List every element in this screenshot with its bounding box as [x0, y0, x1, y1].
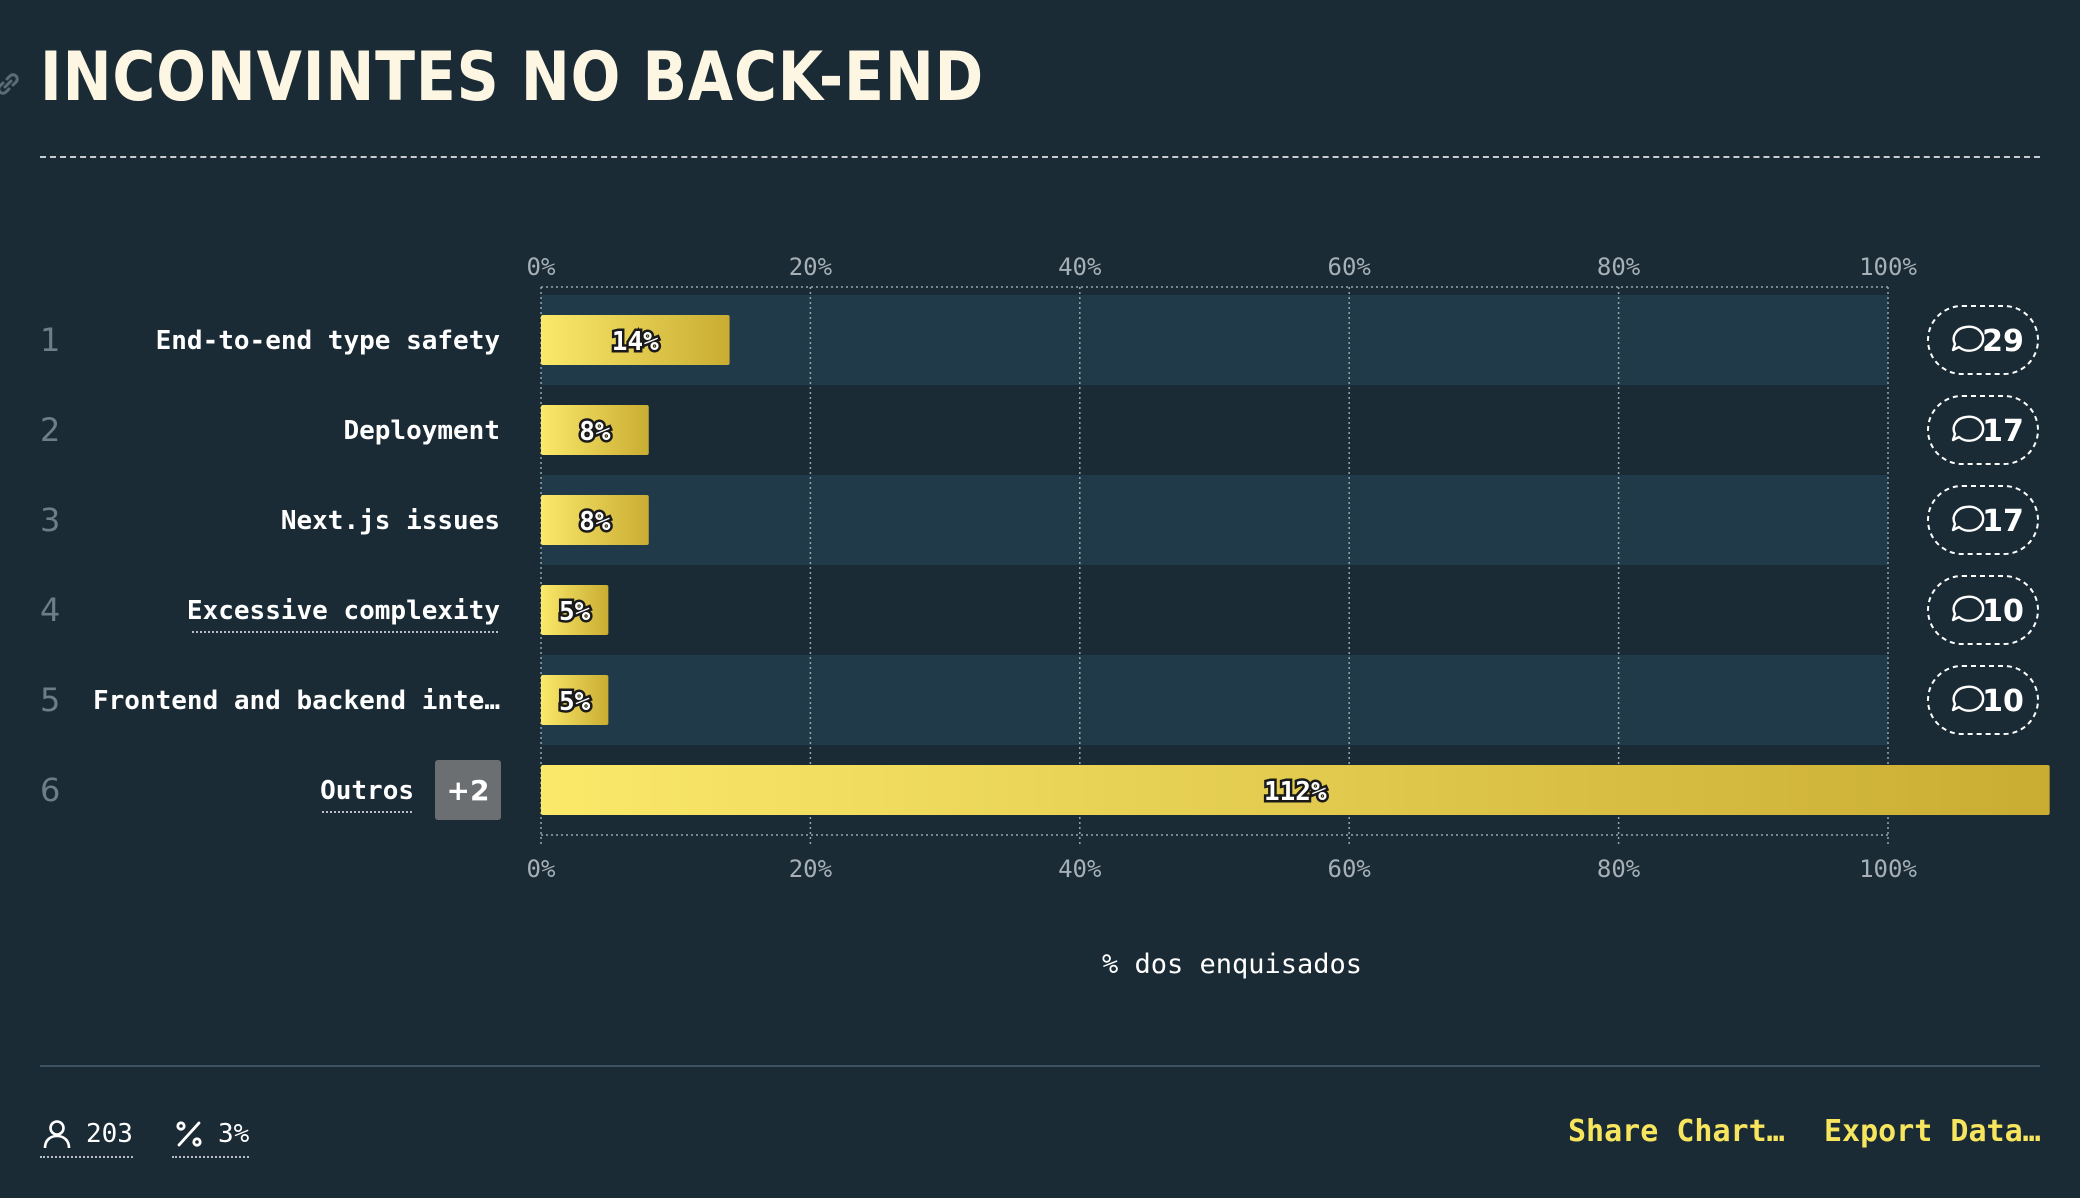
comment-icon-shape	[1951, 685, 1985, 712]
x-tick-label-top: 20%	[789, 253, 833, 281]
x-tick-label-top: 80%	[1597, 253, 1641, 281]
bar-value-label: 5%	[559, 597, 591, 627]
x-tick-label-top: 0%	[527, 253, 556, 281]
bar-value-label: 8%	[579, 507, 611, 537]
category-label[interactable]: Outros	[320, 776, 414, 806]
row-rank: 2	[40, 411, 60, 449]
comment-icon	[1951, 325, 1985, 352]
chart-gridlines	[540, 286, 1889, 845]
bar-chart: 0% 0% 20% 20% 40% 40% 60% 60% 80% 80% 100% 100% 1 En…	[40, 253, 2050, 980]
share-chart-button[interactable]: Share Chart…	[1568, 1114, 1785, 1149]
comment-count: 10	[1982, 594, 2024, 629]
export-data-button[interactable]: Export Data…	[1824, 1114, 2041, 1149]
comments-pill-outline	[1927, 395, 2039, 465]
x-tick-label-top: 40%	[1058, 253, 1102, 281]
axis-ticks: 0% 0% 20% 20% 40% 40% 60% 60% 80% 80% 100% 100%	[527, 253, 1918, 883]
bar[interactable]	[541, 675, 609, 725]
comments-pill-outline	[1927, 305, 2039, 375]
row-band	[541, 295, 1888, 385]
chart-title: INCONVINTES NO BACK-END	[40, 38, 985, 117]
others-expand-button[interactable]	[435, 760, 501, 820]
row-band	[541, 655, 1888, 745]
row-bands	[541, 295, 1888, 745]
bar-value-label: 14%	[612, 327, 659, 357]
x-tick-label-bottom: 100%	[1859, 855, 1917, 883]
comments-button[interactable]: 10	[1927, 575, 2039, 645]
bar-value-label: 8%	[579, 417, 611, 447]
category-label: Deployment	[343, 416, 500, 446]
x-tick-label-bottom: 0%	[527, 855, 556, 883]
bar[interactable]	[541, 585, 609, 635]
percent-icon	[176, 1121, 202, 1147]
row-band	[541, 475, 1888, 565]
bar[interactable]	[541, 405, 649, 455]
row-band	[541, 565, 1888, 655]
comments-button[interactable]: 17	[1927, 485, 2039, 555]
comment-icon-shape	[1951, 415, 1985, 442]
x-tick-label-bottom: 60%	[1328, 855, 1372, 883]
category-label: Frontend and backend inte…	[93, 686, 500, 716]
row-rank: 4	[40, 591, 60, 629]
x-tick-label-top: 60%	[1328, 253, 1372, 281]
comments-button[interactable]: 29	[1927, 305, 2039, 375]
footer-divider	[40, 1065, 2040, 1067]
category-label[interactable]: Excessive complexity	[187, 596, 500, 626]
chart-row: 5 Frontend and backend inte… 5% 10	[40, 665, 2039, 735]
x-tick-label-top: 100%	[1859, 253, 1917, 281]
chart-row: 2 Deployment 8% 17	[40, 395, 2039, 465]
row-rank: 5	[40, 681, 60, 719]
comments-pill-outline	[1927, 575, 2039, 645]
comment-icon-shape	[1951, 505, 1985, 532]
row-rank: 1	[40, 321, 60, 359]
bar[interactable]	[541, 495, 649, 545]
comment-count: 29	[1982, 324, 2024, 359]
comments-button[interactable]: 17	[1927, 395, 2039, 465]
comment-count: 17	[1982, 504, 2024, 539]
category-label: Next.js issues	[281, 506, 500, 536]
x-tick-label-bottom: 20%	[789, 855, 833, 883]
comment-icon-shape	[1951, 325, 1985, 352]
comment-icon	[1951, 505, 1985, 532]
x-tick-label-bottom: 40%	[1058, 855, 1102, 883]
percent-value: 3%	[218, 1119, 250, 1149]
x-tick-label-bottom: 80%	[1597, 855, 1641, 883]
row-rank: 6	[40, 771, 60, 809]
row-band	[541, 385, 1888, 475]
bar[interactable]	[541, 315, 730, 365]
comments-button[interactable]: 10	[1927, 665, 2039, 735]
comments-pill-outline	[1927, 665, 2039, 735]
percent-stat[interactable]: 3%	[172, 1112, 250, 1158]
chart-rows: 1 End-to-end type safety 14% 29 2 Deployment 8…	[40, 305, 2050, 820]
category-label: End-to-end type safety	[156, 326, 500, 356]
chart-row: 3 Next.js issues 8% 17	[40, 485, 2039, 555]
chart-row: 4 Excessive complexity 5% 10	[40, 575, 2039, 645]
comment-icon	[1951, 415, 1985, 442]
comment-count: 17	[1982, 414, 2024, 449]
chart-row: 6 Outros +2 112%	[40, 760, 2050, 820]
others-badge-label[interactable]: +2	[447, 774, 490, 807]
bar-value-label: 112%	[1264, 777, 1327, 807]
bar-value-label: 5%	[559, 687, 591, 717]
comment-icon	[1951, 685, 1985, 712]
user-icon	[43, 1120, 71, 1149]
comments-pill-outline	[1927, 485, 2039, 555]
respondents-count: 203	[86, 1119, 133, 1149]
respondents-stat[interactable]: 203	[40, 1112, 133, 1158]
title-divider	[40, 156, 2040, 158]
link-icon[interactable]	[0, 70, 22, 98]
x-axis-label: % dos enquisados	[1102, 949, 1362, 980]
row-rank: 3	[40, 501, 60, 539]
chart-row: 1 End-to-end type safety 14% 29	[40, 305, 2039, 375]
bar[interactable]	[541, 765, 2050, 815]
comment-count: 10	[1982, 684, 2024, 719]
comment-icon-shape	[1951, 595, 1985, 622]
comment-icon	[1951, 595, 1985, 622]
